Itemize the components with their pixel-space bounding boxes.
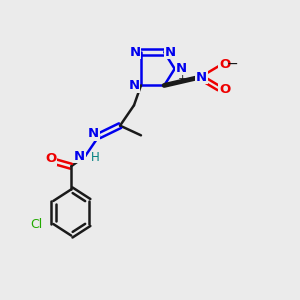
- Text: O: O: [219, 83, 230, 96]
- Text: O: O: [45, 152, 57, 165]
- Text: N: N: [196, 70, 207, 84]
- Text: +: +: [178, 74, 188, 84]
- Text: O: O: [219, 58, 230, 71]
- Text: H: H: [91, 151, 100, 164]
- Text: N: N: [74, 150, 85, 163]
- Text: N: N: [88, 127, 99, 140]
- Text: N: N: [164, 46, 175, 59]
- Text: −: −: [227, 57, 238, 71]
- Text: N: N: [176, 62, 187, 75]
- Text: Cl: Cl: [31, 218, 43, 230]
- Text: N: N: [128, 79, 140, 92]
- Text: N: N: [130, 46, 141, 59]
